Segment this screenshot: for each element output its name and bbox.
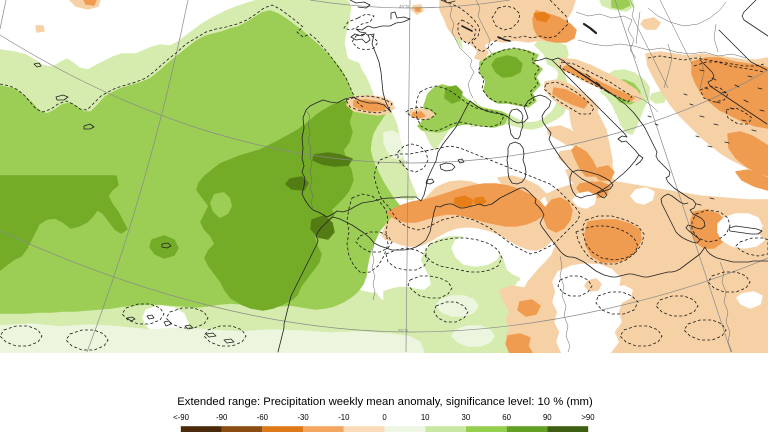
svg-text:<-90: <-90 [173, 413, 189, 422]
svg-text:45°N: 45°N [399, 4, 409, 9]
svg-text:0: 0 [382, 413, 387, 422]
svg-text:Extended range: Precipitation: Extended range: Precipitation weekly mea… [177, 396, 593, 408]
svg-text:-30: -30 [297, 413, 309, 422]
svg-text:10: 10 [421, 413, 430, 422]
svg-text:-60: -60 [257, 413, 269, 422]
svg-text:60: 60 [502, 413, 511, 422]
svg-text:>90: >90 [581, 413, 595, 422]
svg-text:90: 90 [543, 413, 552, 422]
svg-text:-10: -10 [338, 413, 350, 422]
svg-text:40°N: 40°N [399, 160, 409, 165]
svg-text:-90: -90 [216, 413, 228, 422]
svg-text:35°N: 35°N [398, 328, 408, 333]
svg-text:30: 30 [462, 413, 471, 422]
